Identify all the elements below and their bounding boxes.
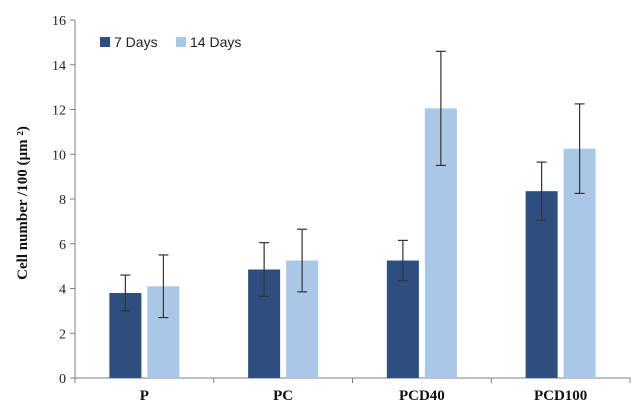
y-axis-label: Cell number /100 (µm ²): [15, 126, 31, 280]
x-axis: P PC PCD40 PCD100: [74, 377, 631, 404]
legend: 7 Days 14 Days: [100, 34, 241, 50]
y-tick-label: 6: [59, 238, 66, 253]
legend-swatch: [100, 37, 110, 47]
y-tick-label: 4: [59, 283, 66, 298]
y-tick-label: 2: [59, 327, 66, 342]
legend-swatch: [176, 37, 186, 47]
y-tick-label: 16: [52, 14, 66, 29]
bar-7-days-pcd100: [525, 191, 558, 378]
x-tick-label: PCD100: [534, 388, 587, 404]
x-tick-label: PCD40: [399, 388, 445, 404]
x-tick-label: PC: [273, 388, 293, 404]
y-axis: 0 2 4 6 8 10 12 14 16: [52, 14, 76, 387]
bars: [109, 108, 596, 378]
y-tick-label: 8: [59, 193, 66, 208]
y-tick-label: 10: [52, 148, 66, 163]
y-tick-label: 14: [52, 59, 66, 74]
y-tick-label: 0: [59, 372, 66, 387]
error-bars: [120, 50, 585, 319]
x-tick-label: P: [140, 388, 149, 404]
legend-label: 7 Days: [114, 34, 158, 50]
y-tick-label: 12: [52, 104, 66, 119]
legend-label: 14 Days: [190, 34, 241, 50]
